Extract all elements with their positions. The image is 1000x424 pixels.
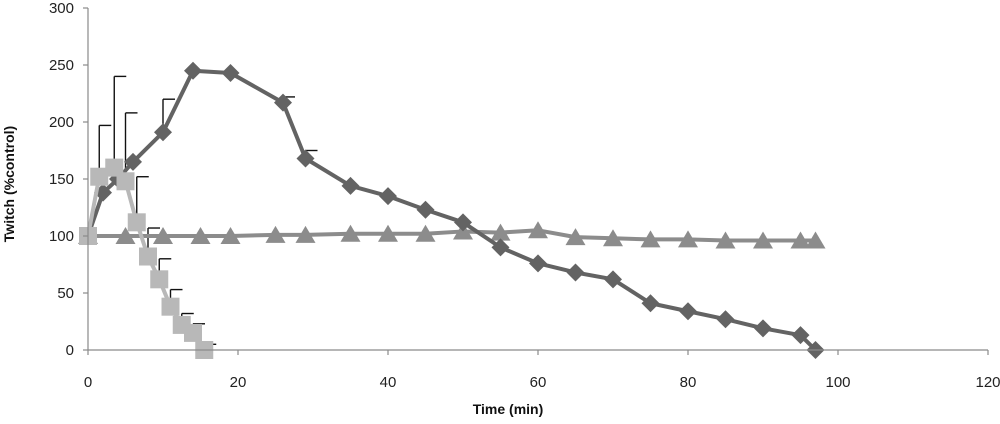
x-tick-label: 40: [380, 374, 397, 391]
series-diamond-line: [86, 68, 817, 352]
triangle-point: [640, 230, 661, 248]
triangle-point: [115, 227, 136, 244]
square-point: [161, 297, 180, 316]
diamond-point: [274, 93, 292, 112]
diamond-point: [221, 63, 240, 82]
triangle-point: [295, 225, 316, 243]
square-point: [105, 158, 124, 177]
x-tick-label: 0: [84, 374, 92, 391]
square-point: [127, 213, 146, 232]
error-bar: [113, 75, 127, 168]
triangle-point: [190, 227, 211, 244]
diamond-point: [124, 152, 142, 171]
diamond-point: [679, 302, 697, 321]
y-tick-label: 250: [49, 57, 74, 74]
diamond-point: [341, 176, 360, 195]
triangle-point: [265, 225, 286, 243]
x-tick-label: 120: [975, 374, 1000, 391]
square-point: [139, 247, 157, 266]
triangle-point: [153, 227, 173, 244]
square-point: [116, 172, 135, 191]
x-axis-title: Time (min): [473, 401, 544, 417]
triangle-point: [603, 229, 623, 247]
x-tick-label: 20: [230, 374, 247, 391]
triangle-point: [415, 224, 436, 242]
triangle-point: [220, 227, 241, 244]
y-tick-label: 100: [49, 228, 74, 245]
diamond-point: [641, 294, 660, 313]
triangle-point: [678, 230, 698, 248]
y-tick-label: 200: [49, 114, 74, 131]
triangle-point: [790, 231, 811, 249]
triangle-point: [528, 221, 548, 239]
diamond-point: [566, 263, 585, 282]
diamond-point: [296, 149, 315, 168]
triangle-point: [340, 224, 361, 242]
square-point: [184, 323, 202, 342]
x-tick-label: 100: [825, 374, 850, 391]
diamond-point: [754, 319, 772, 338]
diamond-point: [604, 270, 622, 289]
diamond-point: [454, 213, 472, 232]
diamond-point: [791, 326, 810, 345]
triangle-point: [715, 231, 736, 249]
y-tick-label: 50: [57, 285, 74, 302]
triangle-point: [805, 231, 826, 249]
diamond-point: [154, 123, 172, 142]
triangle-point: [753, 231, 773, 249]
triangle-point: [490, 223, 511, 241]
diamond-point: [379, 187, 397, 206]
triangle-point: [378, 224, 398, 242]
diamond-point: [529, 254, 547, 273]
diamond-point: [416, 200, 435, 219]
diamond-point: [184, 61, 202, 80]
y-axis-title: Twitch (%control): [1, 126, 17, 242]
y-tick-label: 300: [49, 0, 74, 17]
diamond-point: [491, 238, 510, 257]
square-point: [150, 270, 169, 289]
y-tick-label: 0: [66, 342, 74, 359]
y-tick-label: 150: [49, 171, 74, 188]
x-tick-label: 60: [530, 374, 547, 391]
x-tick-label: 80: [680, 374, 697, 391]
square-point: [90, 167, 109, 186]
diamond-point: [716, 310, 735, 329]
triangle-point: [565, 228, 586, 246]
